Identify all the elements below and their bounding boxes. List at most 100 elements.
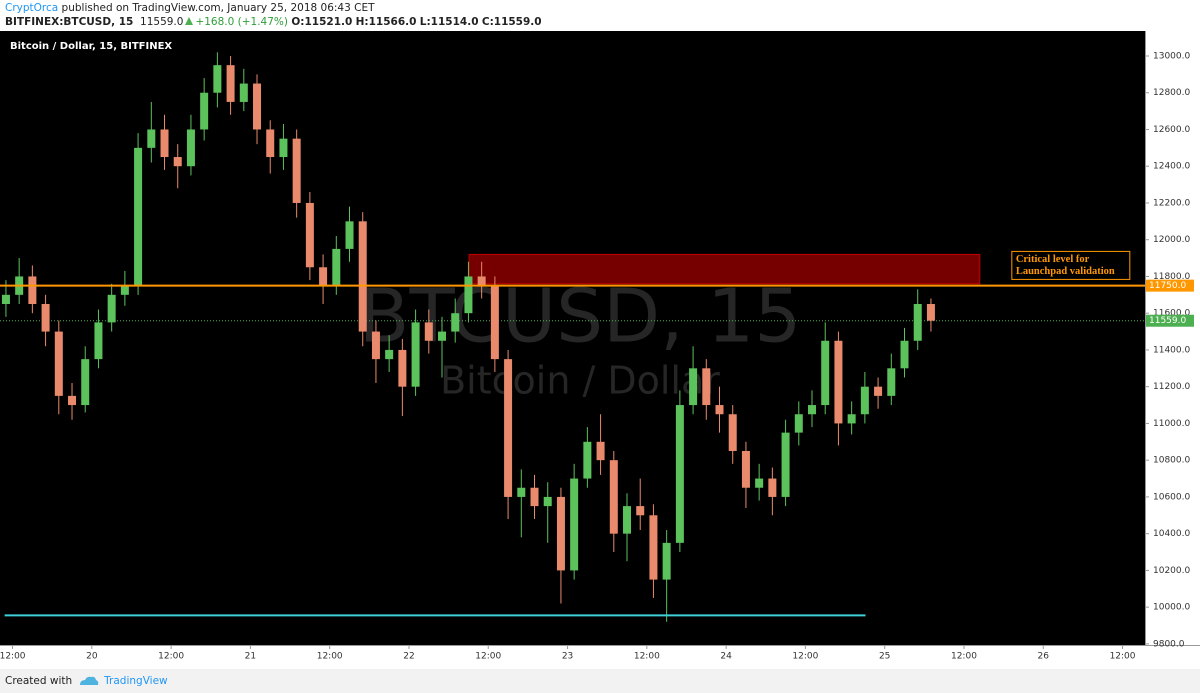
y-tick-label: 10200.0: [1153, 566, 1190, 576]
x-tick-label: 12:00: [475, 652, 501, 662]
candle-body: [517, 487, 526, 497]
y-tick-label: 11600.0: [1153, 309, 1190, 319]
candle-body: [160, 129, 169, 158]
candle-body: [583, 441, 592, 479]
candle-body: [490, 285, 499, 360]
candle-body: [609, 460, 618, 534]
candle-body: [623, 506, 632, 534]
candle-body: [385, 349, 394, 360]
candle-body: [636, 506, 645, 516]
y-tick-label: 10400.0: [1153, 529, 1190, 539]
header: CryptOrca published on TradingView.com, …: [0, 0, 1200, 31]
candle-body: [689, 368, 698, 406]
x-tick-label: 12:00: [634, 652, 660, 662]
y-tick-label: 10600.0: [1153, 492, 1190, 502]
x-tick-label: 12:00: [317, 652, 343, 662]
candle-body: [570, 478, 579, 571]
x-tick-label: 25: [879, 652, 890, 662]
x-tick-label: 21: [245, 652, 256, 662]
annotation-box: [1011, 250, 1131, 280]
candle-body: [68, 395, 77, 406]
y-tick-label: 12800.0: [1153, 88, 1190, 98]
y-tick-label: 10000.0: [1153, 603, 1190, 613]
footer: Created with TradingView: [0, 669, 1200, 693]
candle-body: [715, 405, 724, 415]
candle-body: [319, 267, 328, 286]
candle-body: [755, 478, 764, 488]
created-with: Created with: [5, 675, 73, 687]
quote-line: BITFINEX:BTCUSD, 15 11559.0 +168.0 (+1.47…: [5, 15, 1200, 29]
annotation-text: Critical level for: [1016, 254, 1090, 265]
candle-body: [874, 386, 883, 396]
y-tick-label: 11000.0: [1153, 419, 1190, 429]
candle-body: [186, 129, 195, 167]
candle-body: [239, 83, 248, 102]
candle-body: [675, 405, 684, 543]
candle-body: [887, 368, 896, 396]
level-price-box: [1146, 279, 1194, 292]
y-tick-label: 12200.0: [1153, 198, 1190, 208]
candle-body: [411, 322, 420, 387]
y-tick-label: 11200.0: [1153, 382, 1190, 392]
y-tick-label: 10800.0: [1153, 456, 1190, 466]
candle-body: [173, 157, 182, 167]
candle-body: [292, 138, 301, 203]
last-price-label: 11559.0: [1149, 316, 1186, 326]
x-tick-label: 23: [562, 652, 573, 662]
candle-body: [41, 304, 50, 332]
y-tick-label: 13000.0: [1153, 51, 1190, 61]
low: L:11514.0: [419, 16, 479, 28]
chart-title: Bitcoin / Dollar, 15, BITFINEX: [10, 41, 172, 52]
logo[interactable]: [78, 675, 100, 687]
candle-body: [556, 496, 565, 571]
candle-body: [200, 92, 209, 130]
last: 11559.0: [140, 16, 184, 28]
candle-body: [477, 276, 486, 286]
last-price-box: [1146, 314, 1194, 327]
candle-body: [543, 496, 552, 507]
watermark-symbol: BTCUSD, 15: [359, 274, 802, 360]
candle-body: [424, 322, 433, 341]
y-tick-label: 9800.0: [1153, 639, 1185, 649]
candle-body: [649, 515, 658, 580]
candle-body: [530, 487, 539, 507]
candle-body: [305, 202, 314, 268]
candle-body: [81, 359, 90, 406]
x-tick-label: 24: [720, 652, 732, 662]
x-tick-label: 20: [86, 652, 98, 662]
candle-body: [279, 138, 288, 158]
brand[interactable]: TradingView: [104, 675, 168, 687]
author[interactable]: CryptOrca: [5, 2, 59, 14]
y-tick-label: 11400.0: [1153, 345, 1190, 355]
open: O:11521.0: [291, 16, 353, 28]
candle-body: [371, 331, 380, 360]
candle-body: [451, 313, 460, 332]
candle-body: [54, 331, 63, 396]
candle-body: [768, 478, 777, 497]
y-tick-label: 12400.0: [1153, 162, 1190, 172]
candle-body: [900, 340, 909, 369]
candle-body: [464, 276, 473, 314]
high: H:11566.0: [355, 16, 417, 28]
up-arrow: [185, 17, 194, 25]
candle-body: [134, 147, 143, 286]
candle-body: [913, 304, 922, 341]
close: C:11559.0: [481, 16, 542, 28]
candle-body: [107, 294, 116, 323]
candle-body: [596, 441, 605, 461]
candle-body: [438, 331, 447, 341]
y-tick-label: 11800.0: [1153, 272, 1190, 282]
y-tick-label: 12000.0: [1153, 235, 1190, 245]
candle-body: [834, 340, 843, 424]
candle-body: [728, 414, 737, 451]
x-tick-label: 12:00: [0, 652, 26, 662]
candle-body: [266, 129, 275, 158]
candle-body: [94, 322, 103, 360]
x-tick-label: 12:00: [951, 652, 977, 662]
y-tick-label: 12600.0: [1153, 125, 1190, 135]
symbol: BITFINEX:BTCUSD, 15: [5, 16, 134, 28]
candle-body: [253, 83, 262, 130]
level-price-label: 11750.0: [1149, 281, 1186, 291]
